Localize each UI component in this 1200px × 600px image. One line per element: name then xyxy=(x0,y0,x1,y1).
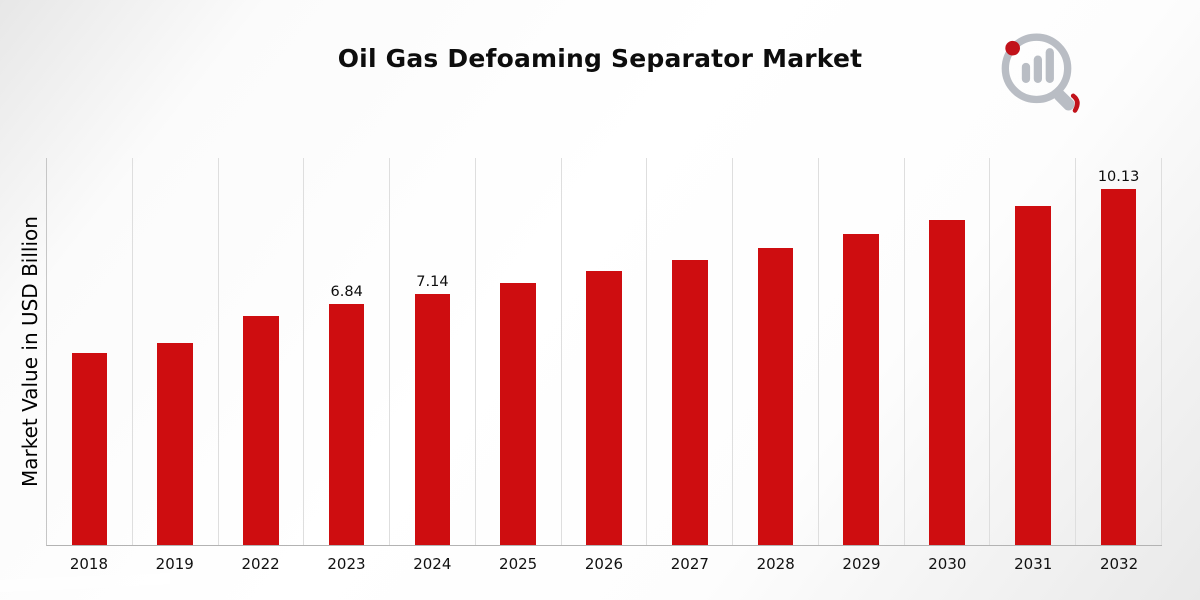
bar xyxy=(328,304,365,545)
x-tick-label: 2022 xyxy=(241,555,280,573)
x-tick-label: 2030 xyxy=(928,555,967,573)
bar-cell xyxy=(476,158,562,545)
bottom-red-ribbon xyxy=(0,583,1200,600)
chart-title: Oil Gas Defoaming Separator Market xyxy=(337,44,863,73)
bar-cell xyxy=(219,158,305,545)
bar-cell xyxy=(562,158,648,545)
bar xyxy=(71,353,108,545)
x-tick-label: 2027 xyxy=(670,555,709,573)
bar-cell xyxy=(905,158,991,545)
bar-cell: 10.13 xyxy=(1076,158,1162,545)
plot-area: 6.84 7.14 10.13 xyxy=(46,158,1162,546)
y-axis-label: Market Value in USD Billion xyxy=(18,216,42,488)
bar xyxy=(929,219,965,545)
bar-cell: 6.84 xyxy=(304,158,391,545)
bar xyxy=(414,293,451,545)
bar-cell xyxy=(990,158,1077,545)
bar xyxy=(586,270,622,545)
x-tick-label: 2024 xyxy=(413,555,452,573)
bar xyxy=(157,342,193,545)
bar xyxy=(500,282,536,545)
bar-chart-magnifier-logo-icon xyxy=(1001,33,1080,113)
x-tick-label: 2018 xyxy=(69,555,109,573)
bar-cell xyxy=(647,158,734,545)
bar-value-label: 10.13 xyxy=(1097,168,1140,185)
bar xyxy=(671,260,708,545)
x-tick-label: 2032 xyxy=(1099,555,1139,573)
x-tick-label: 2031 xyxy=(1014,555,1053,573)
bar xyxy=(757,247,794,545)
plot-column: 6.84 7.14 10.13 2018 2019 2022 2023 2024 2025 20… xyxy=(46,158,1162,576)
bar xyxy=(843,233,880,545)
bar xyxy=(243,316,279,545)
bar-cell xyxy=(133,158,219,545)
x-tick-label: 2029 xyxy=(842,555,881,573)
mrfr-logo-icon xyxy=(996,28,1088,116)
x-tick-label: 2028 xyxy=(756,555,795,573)
bar-cell xyxy=(819,158,905,545)
bar-cell xyxy=(47,158,133,545)
bar-cell: 7.14 xyxy=(390,158,476,545)
x-tick-label: 2025 xyxy=(499,555,538,573)
bar-value-label: 6.84 xyxy=(330,284,363,301)
chart-area: Market Value in USD Billion 6.84 7.14 10.1… xyxy=(18,158,1162,576)
x-tick-label: 2026 xyxy=(584,555,624,573)
x-tick-label: 2023 xyxy=(327,555,366,573)
bar xyxy=(1100,188,1137,545)
bar-cell xyxy=(733,158,819,545)
x-tick-label: 2019 xyxy=(155,555,194,573)
bar-value-label: 7.14 xyxy=(416,273,449,290)
bar xyxy=(1015,205,1051,545)
x-axis-ticks: 2018 2019 2022 2023 2024 2025 2026 2027 2028 2029… xyxy=(46,546,1162,576)
